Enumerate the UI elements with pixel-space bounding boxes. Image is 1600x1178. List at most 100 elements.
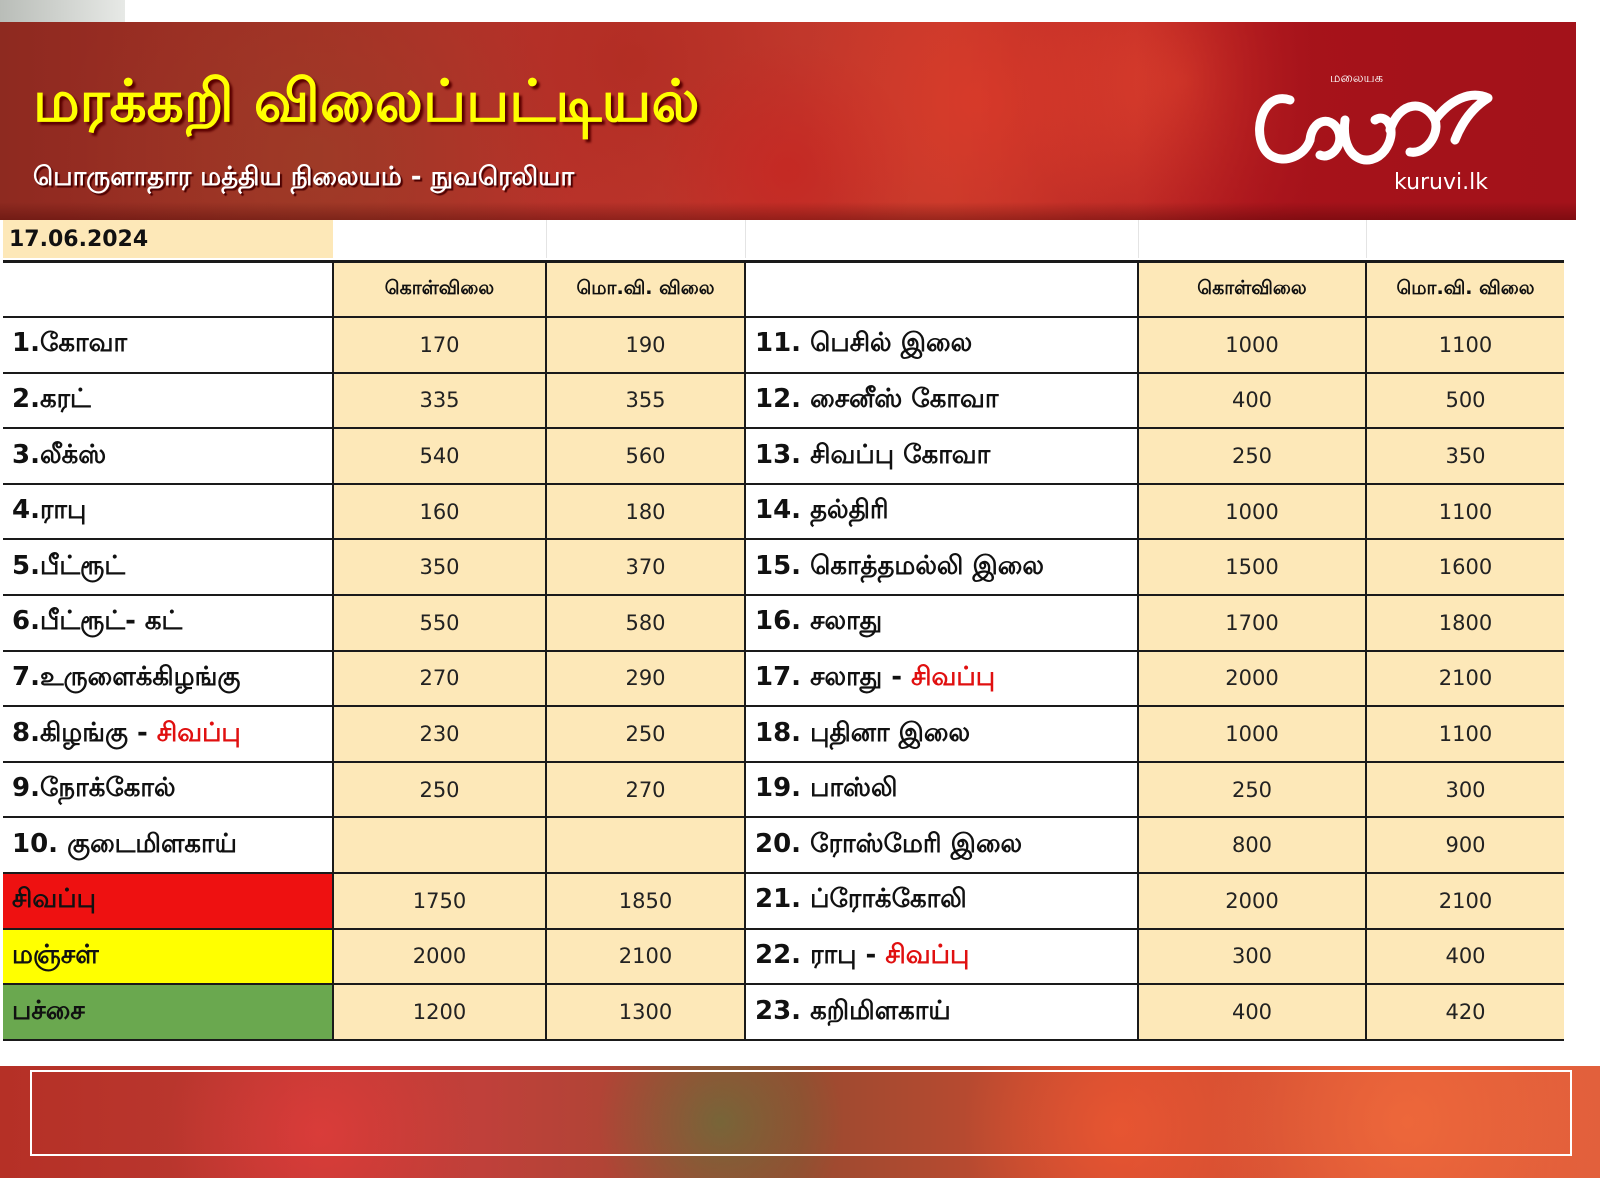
retail-price: 1850 — [546, 873, 745, 930]
item-name: 10. குடைமிளகாய் — [12, 828, 237, 859]
item-name-cell: 18. புதினா இலை — [744, 706, 1139, 763]
grid-line — [745, 220, 1139, 258]
item-name: 4.ராபு — [12, 495, 87, 526]
item-name-cell: 2.கரட் — [3, 372, 334, 430]
table-row: மஞ்சள் 2000 2100 22. ராபு - சிவப்பு 300 400 — [3, 928, 1564, 986]
logo-tagline: மலையக — [1330, 71, 1383, 86]
item-name: 9.நோக்கோல் — [12, 773, 176, 804]
item-name-cell: 1.கோவா — [3, 317, 334, 374]
wholesale-price: 335 — [333, 372, 547, 430]
wholesale-price: 1000 — [1138, 317, 1367, 374]
item-name-highlight: சிவப்பு — [156, 717, 241, 748]
item-name-cell: 7.உருளைக்கிழங்கு — [3, 650, 334, 708]
wholesale-price: 550 — [333, 595, 547, 652]
item-name-cell: 22. ராபு - சிவப்பு — [744, 928, 1139, 986]
wholesale-price: 170 — [333, 317, 547, 374]
item-name-cell: 16. சலாது — [744, 595, 1139, 652]
item-name-cell: 17. சலாது - சிவப்பு — [744, 650, 1139, 708]
header-banner — [0, 22, 1576, 220]
item-name: 21. ப்ரோக்கோலி — [755, 884, 967, 915]
wholesale-price: 1000 — [1138, 706, 1367, 763]
table-row: சிவப்பு 1750 1850 21. ப்ரோக்கோலி 2000 2100 — [3, 873, 1564, 930]
header-blank-right — [744, 260, 1139, 319]
retail-price: 250 — [546, 706, 745, 763]
retail-price: 2100 — [546, 928, 745, 986]
item-name: மஞ்சள் — [12, 939, 99, 970]
item-name: 7.உருளைக்கிழங்கு — [12, 661, 241, 692]
retail-price: 300 — [1366, 761, 1564, 819]
table-row: 3.லீக்ஸ் 540 560 13. சிவப்பு கோவா 250 350 — [3, 428, 1564, 485]
retail-price: 355 — [546, 372, 745, 430]
wholesale-price: 2000 — [333, 928, 547, 986]
table-row: 4.ராபு 160 180 14. தல்திரி 1000 1100 — [3, 483, 1564, 541]
kuruvi-logo: மலையக — [1255, 71, 1493, 165]
retail-price: 190 — [546, 317, 745, 374]
wholesale-price: 250 — [1138, 428, 1367, 485]
item-name-cell: 23. கறிமிளகாய் — [744, 984, 1139, 1041]
retail-price: 180 — [546, 483, 745, 541]
wholesale-price: 160 — [333, 483, 547, 541]
item-name-highlight: சிவப்பு — [911, 661, 996, 692]
item-name-cell: 14. தல்திரி — [744, 483, 1139, 541]
header-retail-left: மொ.வி. விலை — [546, 260, 745, 319]
item-name-cell: 20. ரோஸ்மேரி இலை — [744, 817, 1139, 875]
item-name: 13. சிவப்பு கோவா — [755, 439, 991, 470]
item-name: 20. ரோஸ்மேரி இலை — [755, 828, 1023, 859]
retail-price — [546, 817, 745, 875]
wholesale-price: 1500 — [1138, 539, 1367, 597]
page-subtitle: பொருளாதார மத்திய நிலையம் - நுவரெலியா — [33, 162, 575, 192]
wholesale-price: 800 — [1138, 817, 1367, 875]
retail-price: 560 — [546, 428, 745, 485]
wholesale-price: 540 — [333, 428, 547, 485]
item-name-cell: 11. பெசில் இலை — [744, 317, 1139, 374]
item-name-cell: 19. பாஸ்லி — [744, 761, 1139, 819]
item-name: 3.லீக்ஸ் — [12, 439, 107, 470]
retail-price: 270 — [546, 761, 745, 819]
item-name: 5.பீட்ரூட் — [12, 550, 126, 581]
item-name: 16. சலாது — [755, 606, 883, 637]
item-name-cell: 10. குடைமிளகாய் — [3, 817, 334, 875]
wholesale-price: 250 — [1138, 761, 1367, 819]
retail-price: 500 — [1366, 372, 1564, 430]
item-name-highlight: சிவப்பு — [885, 939, 970, 970]
item-name-cell: 4.ராபு — [3, 483, 334, 541]
wholesale-price: 300 — [1138, 928, 1367, 986]
retail-price: 290 — [546, 650, 745, 708]
retail-price: 1300 — [546, 984, 745, 1041]
retail-price: 2100 — [1366, 873, 1564, 930]
logo-url: kuruvi.lk — [1394, 170, 1488, 195]
table-row: பச்சை 1200 1300 23. கறிமிளகாய் 400 420 — [3, 984, 1564, 1041]
item-name-cell: பச்சை — [3, 984, 334, 1041]
table-row: 5.பீட்ரூட் 350 370 15. கொத்தமல்லி இலை 1500 16… — [3, 539, 1564, 597]
retail-price: 900 — [1366, 817, 1564, 875]
wholesale-price: 230 — [333, 706, 547, 763]
item-name: 6.பீட்ரூட்- கட் — [12, 606, 183, 637]
item-name: 23. கறிமிளகாய் — [755, 995, 951, 1026]
wholesale-price: 1700 — [1138, 595, 1367, 652]
item-name-cell: 12. சைனீஸ் கோவா — [744, 372, 1139, 430]
retail-price: 1100 — [1366, 317, 1564, 374]
table-row: 8.கிழங்கு - சிவப்பு 230 250 18. புதினா இலை 1… — [3, 706, 1564, 763]
item-name: 19. பாஸ்லி — [755, 773, 898, 804]
item-name-cell: 3.லீக்ஸ் — [3, 428, 334, 485]
wholesale-price: 2000 — [1138, 873, 1367, 930]
item-name: 18. புதினா இலை — [755, 717, 971, 748]
retail-price: 400 — [1366, 928, 1564, 986]
item-name-cell: 5.பீட்ரூட் — [3, 539, 334, 597]
item-name: 2.கரட் — [12, 383, 91, 414]
wholesale-price: 250 — [333, 761, 547, 819]
retail-price: 1800 — [1366, 595, 1564, 652]
footer-frame — [30, 1070, 1572, 1156]
banner-shade — [0, 202, 1576, 220]
date-cell: 17.06.2024 — [3, 220, 333, 258]
grid-line — [1138, 220, 1367, 258]
page-title: மரக்கறி விலைப்பட்டியல் — [33, 67, 700, 135]
item-name: 14. தல்திரி — [755, 495, 889, 526]
item-name-cell: 9.நோக்கோல் — [3, 761, 334, 819]
wholesale-price: 400 — [1138, 984, 1367, 1041]
item-name-cell: 21. ப்ரோக்கோலி — [744, 873, 1139, 930]
retail-price: 420 — [1366, 984, 1564, 1041]
footer-divider — [0, 1060, 1600, 1066]
item-name-cell: மஞ்சள் — [3, 928, 334, 986]
item-name: 1.கோவா — [12, 328, 128, 359]
